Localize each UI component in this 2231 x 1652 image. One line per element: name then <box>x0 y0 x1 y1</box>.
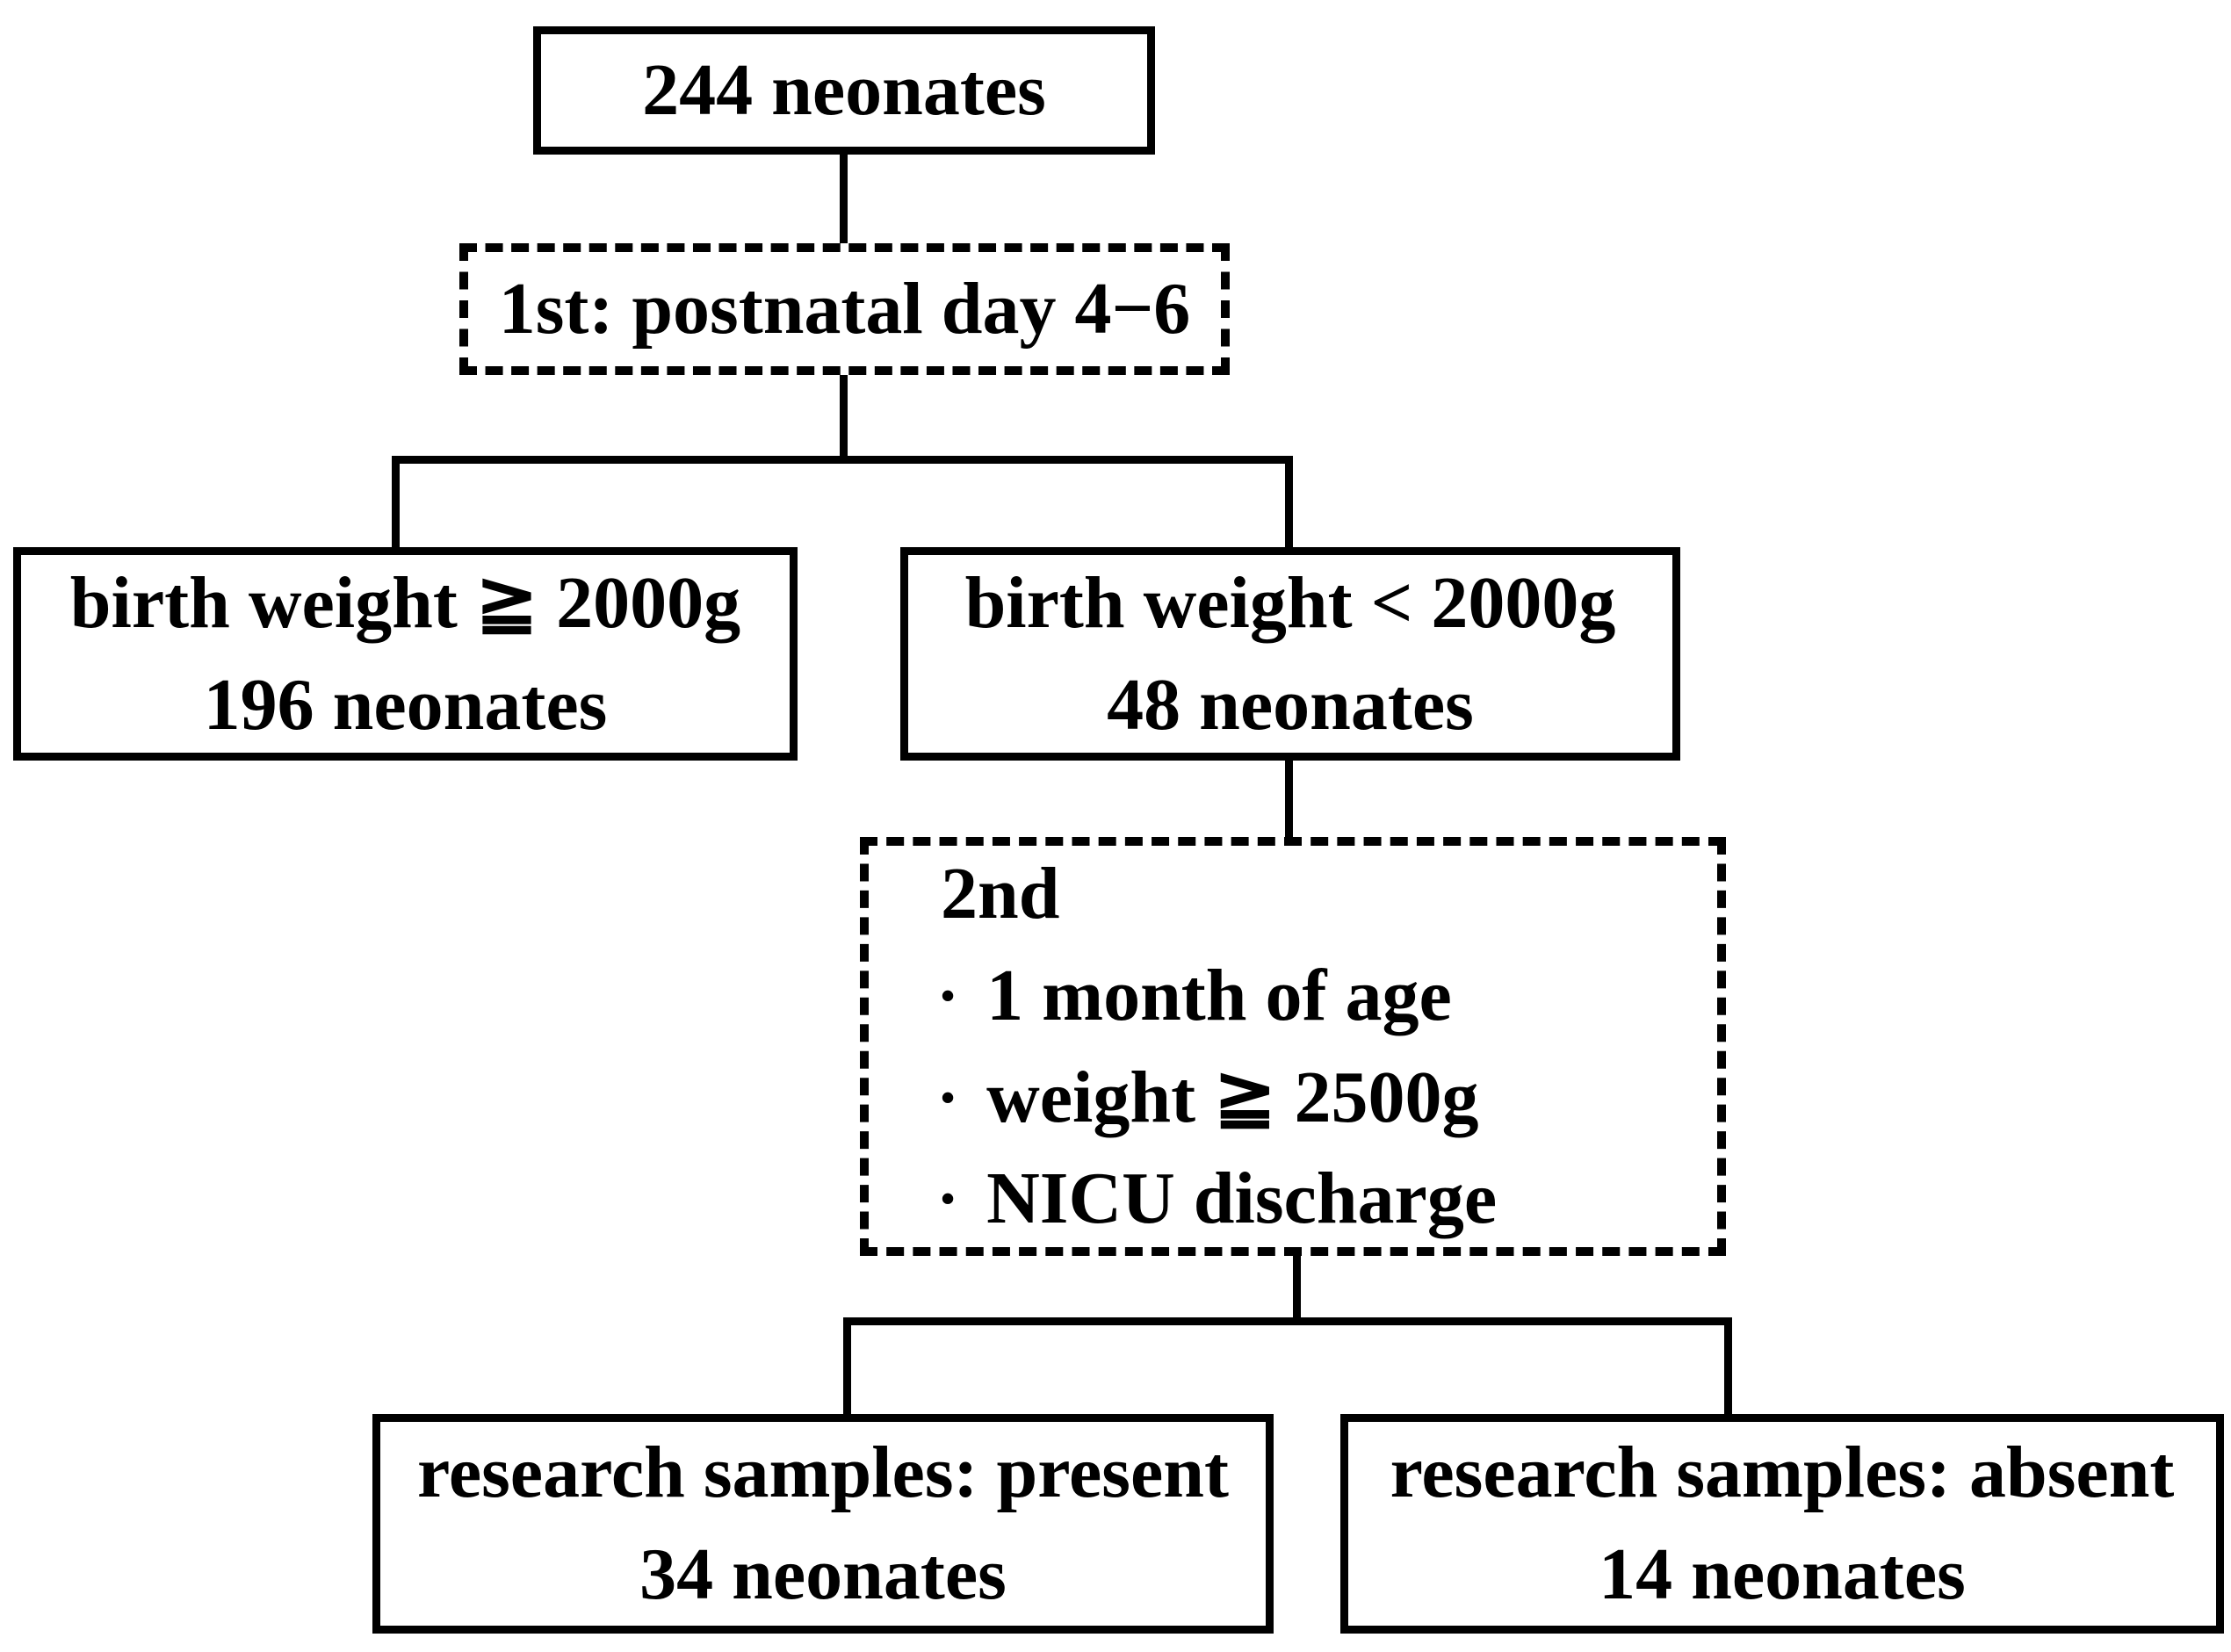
connector-stage1-down <box>840 375 848 460</box>
stage2-item-weight: • weight ≧ 2500g <box>941 1047 1478 1149</box>
connector-branch1-left-drop <box>392 456 400 552</box>
node-stage2-criteria: 2nd • 1 month of age • weight ≧ 2500g • NIC… <box>860 837 1726 1256</box>
connector-branch1-right-drop <box>1285 456 1293 552</box>
total-neonates-label: 244 neonates <box>642 49 1046 132</box>
connector-total-to-stage1 <box>840 155 848 247</box>
stage2-item-weight-label: weight ≧ 2500g <box>986 1056 1479 1138</box>
node-birthweight-lt-2000: birth weight < 2000g 48 neonates <box>900 547 1680 761</box>
stage2-item-discharge-label: NICU discharge <box>986 1158 1498 1240</box>
connector-branch2-left-drop <box>843 1317 851 1419</box>
node-samples-absent: research samples: absent 14 neonates <box>1340 1414 2224 1634</box>
connector-branch1-horizontal <box>392 456 1293 464</box>
samples-absent-count: 14 neonates <box>1599 1533 1966 1615</box>
birthweight-ge-2000-criterion: birth weight ≧ 2000g <box>69 561 741 644</box>
birthweight-lt-2000-count: 48 neonates <box>1107 663 1474 746</box>
node-birthweight-ge-2000: birth weight ≧ 2000g 196 neonates <box>13 547 798 761</box>
connector-branch2-horizontal <box>843 1317 1732 1325</box>
node-total-neonates: 244 neonates <box>533 26 1155 155</box>
stage2-item-discharge: • NICU discharge <box>941 1148 1497 1250</box>
samples-present-label: research samples: present <box>417 1432 1229 1514</box>
stage2-item-age: • 1 month of age <box>941 945 1452 1047</box>
samples-present-count: 34 neonates <box>639 1533 1007 1615</box>
bullet-icon: • <box>941 1074 956 1120</box>
connector-branch2-right-drop <box>1724 1317 1732 1419</box>
stage1-label: 1st: postnatal day 4−6 <box>498 268 1191 350</box>
node-samples-present: research samples: present 34 neonates <box>372 1414 1274 1634</box>
stage2-item-age-label: 1 month of age <box>986 954 1452 1036</box>
samples-absent-label: research samples: absent <box>1390 1432 2175 1514</box>
birthweight-ge-2000-count: 196 neonates <box>203 663 608 746</box>
stage2-title: 2nd <box>941 852 1060 934</box>
connector-bwlt-to-stage2 <box>1285 761 1293 842</box>
birthweight-lt-2000-criterion: birth weight < 2000g <box>964 561 1616 644</box>
node-stage1-sampling: 1st: postnatal day 4−6 <box>459 243 1230 375</box>
bullet-icon: • <box>941 972 956 1018</box>
bullet-icon: • <box>941 1176 956 1222</box>
connector-stage2-down <box>1293 1256 1301 1325</box>
